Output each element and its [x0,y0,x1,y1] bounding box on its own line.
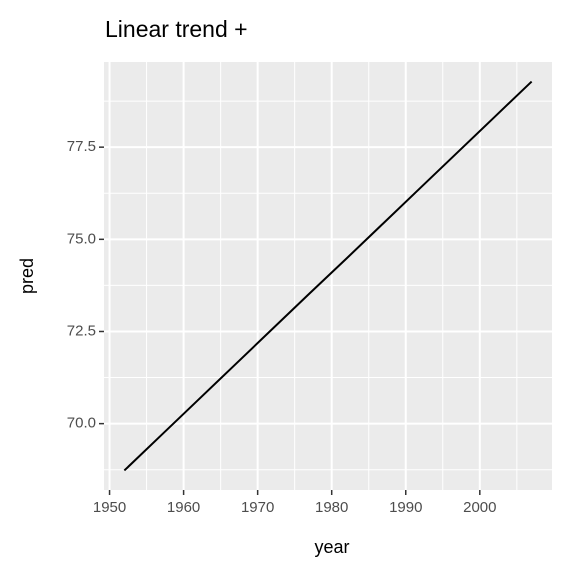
x-tick-label: 1960 [167,499,200,516]
x-tick-label: 1970 [241,499,274,516]
x-tick-label: 1980 [315,499,348,516]
y-tick-label: 70.0 [67,415,96,432]
y-tick-label: 75.0 [67,230,96,247]
line [123,80,533,472]
x-tick-label: 2000 [463,499,496,516]
x-axis-title: year [314,537,349,557]
x-tick-label: 1950 [93,499,126,516]
y-axis-title: pred [17,258,37,294]
y-tick-label: 72.5 [67,322,96,339]
chart-title: Linear trend + [105,16,248,42]
y-tick-label: 77.5 [67,138,96,155]
x-tick-label: 1990 [389,499,422,516]
